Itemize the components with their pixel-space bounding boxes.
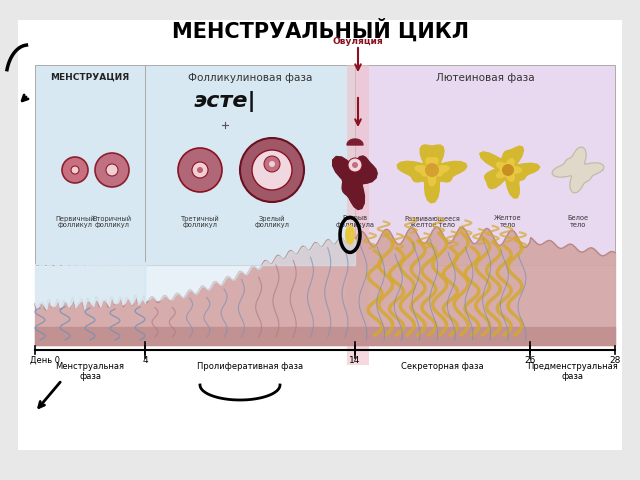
Text: Желтое
тело: Желтое тело bbox=[494, 215, 522, 228]
Text: МЕНСТРУАЦИЯ: МЕНСТРУАЦИЯ bbox=[51, 73, 130, 82]
Text: 14: 14 bbox=[349, 356, 361, 365]
Bar bbox=[347, 65, 369, 365]
Circle shape bbox=[71, 166, 79, 174]
Circle shape bbox=[264, 156, 280, 172]
Text: МЕНСТРУАЛЬНЫЙ ЦИКЛ: МЕНСТРУАЛЬНЫЙ ЦИКЛ bbox=[172, 18, 468, 41]
Text: эсте|: эсте| bbox=[194, 92, 256, 112]
Circle shape bbox=[425, 163, 439, 177]
Text: Лютеиновая фаза: Лютеиновая фаза bbox=[436, 73, 534, 83]
Polygon shape bbox=[480, 146, 540, 198]
Circle shape bbox=[502, 164, 514, 176]
Text: Секреторная фаза: Секреторная фаза bbox=[401, 362, 484, 371]
Circle shape bbox=[62, 157, 88, 183]
Polygon shape bbox=[397, 145, 467, 203]
Circle shape bbox=[352, 162, 358, 168]
Bar bbox=[18, 20, 622, 450]
Ellipse shape bbox=[345, 225, 355, 245]
Polygon shape bbox=[333, 156, 377, 210]
Circle shape bbox=[252, 150, 292, 190]
Text: День 0: День 0 bbox=[30, 356, 60, 365]
Text: Пролиферативная фаза: Пролиферативная фаза bbox=[197, 362, 303, 371]
Text: Менструальная
фаза: Менструальная фаза bbox=[56, 362, 125, 382]
Circle shape bbox=[95, 153, 129, 187]
Circle shape bbox=[348, 158, 362, 172]
Text: Первичный
фолликул: Первичный фолликул bbox=[55, 215, 95, 228]
Bar bbox=[35, 65, 145, 265]
Polygon shape bbox=[552, 147, 604, 193]
Text: Зрелый
фолликул: Зрелый фолликул bbox=[255, 215, 289, 228]
Polygon shape bbox=[347, 139, 363, 145]
Text: Третичный
фолликул: Третичный фолликул bbox=[180, 215, 220, 228]
Circle shape bbox=[192, 162, 208, 178]
Polygon shape bbox=[415, 157, 449, 186]
Text: Белое
тело: Белое тело bbox=[568, 215, 589, 228]
Circle shape bbox=[178, 148, 222, 192]
Circle shape bbox=[106, 164, 118, 176]
Text: Развивающееся
желтое тело: Развивающееся желтое тело bbox=[404, 215, 460, 228]
Bar bbox=[145, 65, 355, 265]
Circle shape bbox=[240, 138, 304, 202]
Text: 28: 28 bbox=[609, 356, 621, 365]
Circle shape bbox=[197, 167, 203, 173]
Text: Предменструальная
фаза: Предменструальная фаза bbox=[527, 362, 618, 382]
Text: 4: 4 bbox=[142, 356, 148, 365]
Polygon shape bbox=[497, 158, 522, 181]
Text: Овуляция: Овуляция bbox=[333, 37, 383, 46]
Circle shape bbox=[269, 161, 275, 167]
Text: 26: 26 bbox=[524, 356, 536, 365]
Text: Вторичный
фолликул: Вторичный фолликул bbox=[92, 215, 132, 228]
Text: Разрыв
фолликула: Разрыв фолликула bbox=[335, 215, 374, 228]
Text: Фолликулиновая фаза: Фолликулиновая фаза bbox=[188, 73, 312, 83]
Bar bbox=[355, 65, 615, 265]
